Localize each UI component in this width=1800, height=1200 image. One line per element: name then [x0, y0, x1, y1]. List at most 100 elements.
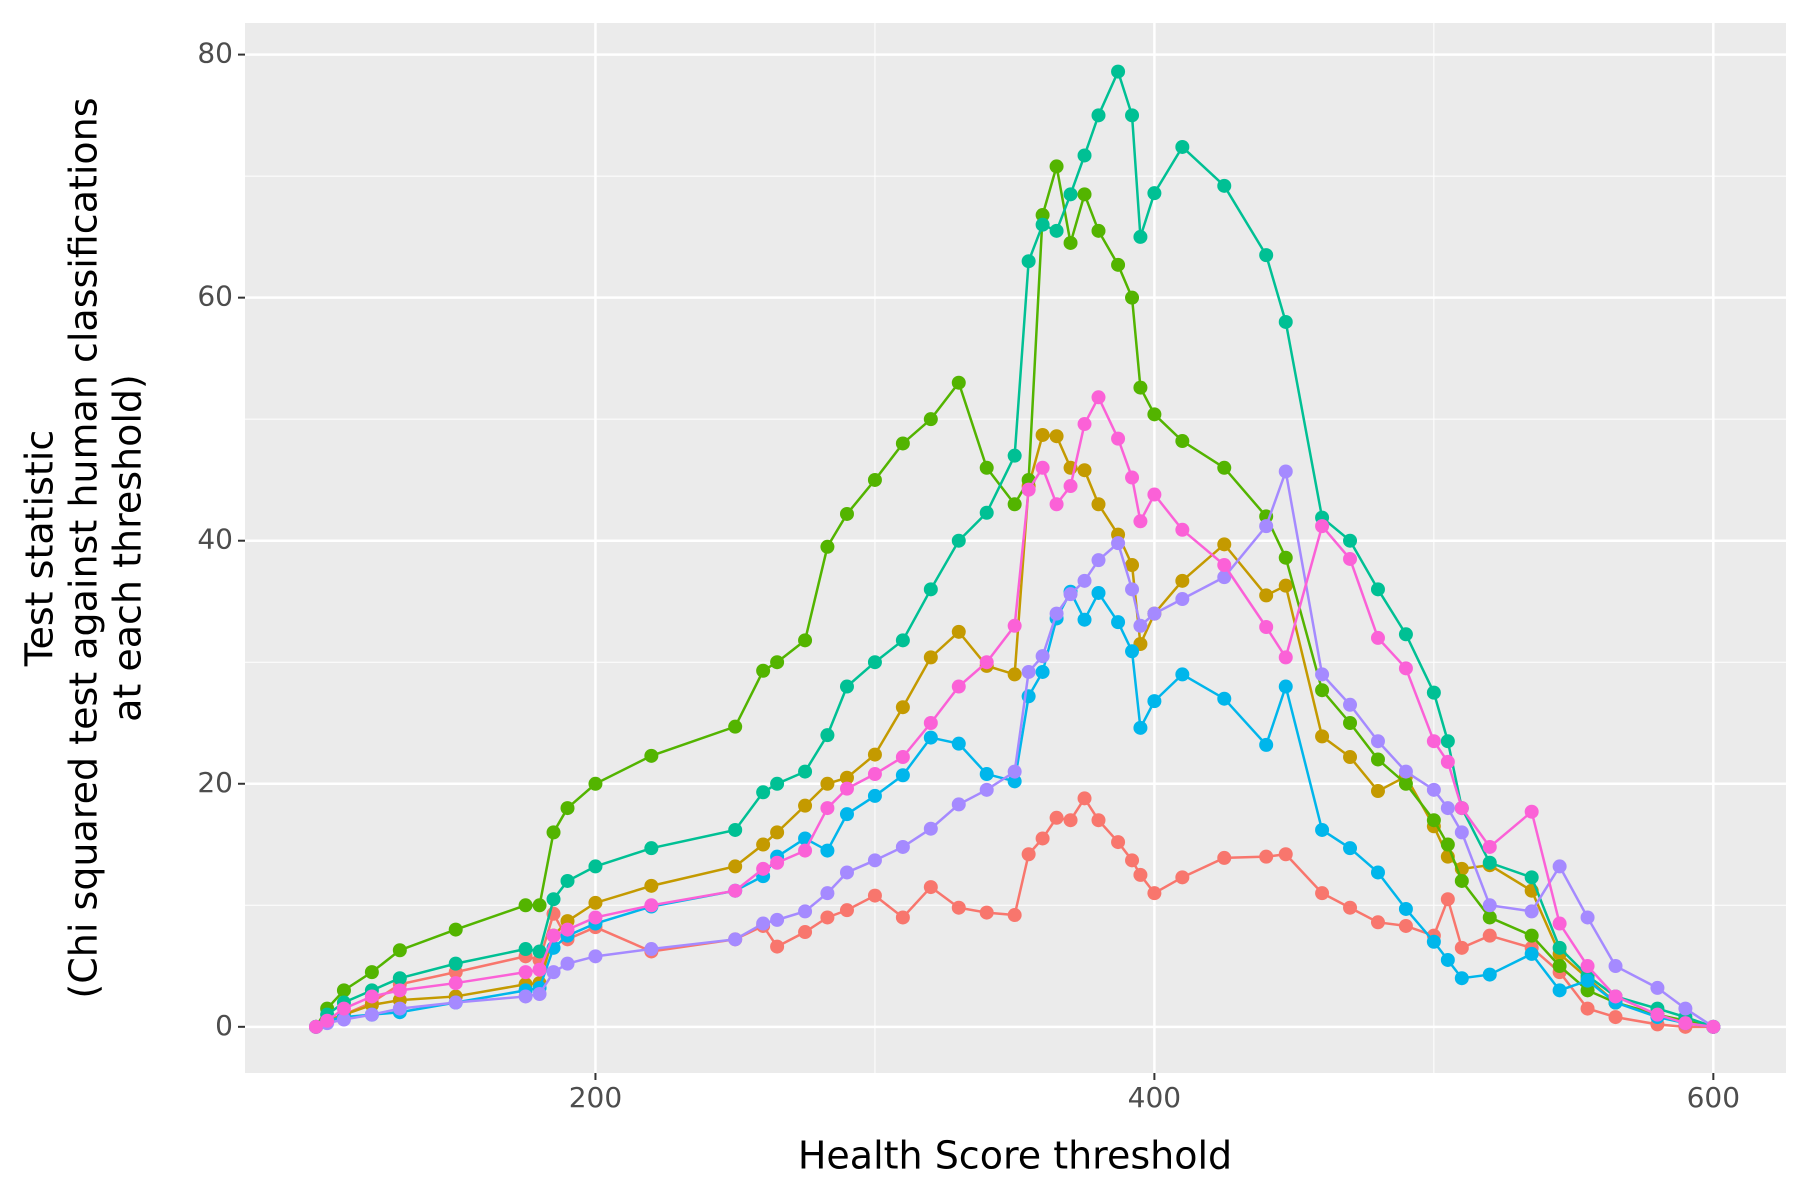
point [1007, 448, 1022, 463]
point [1049, 223, 1064, 238]
point [923, 716, 938, 730]
point [1007, 497, 1022, 512]
point [1315, 683, 1330, 698]
point [1315, 822, 1330, 837]
point [979, 782, 994, 797]
point [1650, 1007, 1665, 1022]
point [923, 880, 938, 895]
point [1007, 908, 1022, 923]
point [820, 843, 835, 858]
point [1035, 217, 1050, 232]
point [1091, 390, 1106, 405]
point [1398, 776, 1413, 791]
point [820, 776, 835, 791]
point [867, 767, 882, 782]
point [728, 719, 743, 734]
point [839, 903, 854, 918]
point [588, 949, 603, 964]
point [320, 1013, 335, 1028]
point [1552, 983, 1567, 998]
point [1217, 570, 1232, 585]
point [820, 728, 835, 743]
point [1021, 482, 1036, 497]
point [588, 776, 603, 791]
point [364, 989, 379, 1004]
point [1111, 536, 1126, 551]
point [1133, 720, 1148, 735]
point [798, 843, 813, 858]
point [1608, 989, 1623, 1004]
point [1021, 254, 1036, 269]
point [1524, 904, 1539, 919]
point [588, 895, 603, 910]
y-axis-title-line: at each threshold) [106, 374, 150, 722]
x-axis-title: Health Score threshold [798, 1134, 1232, 1178]
point [560, 956, 575, 971]
point [1125, 853, 1140, 868]
point [1278, 550, 1293, 565]
point [546, 892, 561, 907]
point [1217, 558, 1232, 573]
point [923, 650, 938, 665]
point [839, 506, 854, 521]
point [1398, 627, 1413, 642]
y-tick-label: 40 [197, 523, 233, 556]
point [1580, 1001, 1595, 1016]
point [1706, 1019, 1721, 1034]
point [867, 888, 882, 903]
point [1440, 734, 1455, 749]
point [951, 797, 966, 812]
point [979, 905, 994, 920]
point [1370, 784, 1385, 799]
point [1343, 551, 1358, 566]
point [1091, 585, 1106, 600]
point [1454, 801, 1469, 816]
point [1580, 973, 1595, 988]
point [1217, 850, 1232, 865]
point [1091, 553, 1106, 568]
point [1608, 959, 1623, 974]
point [728, 822, 743, 837]
point [1482, 967, 1497, 982]
point [1398, 764, 1413, 779]
point [1524, 804, 1539, 819]
point [1524, 946, 1539, 961]
point [1091, 223, 1106, 238]
point [392, 983, 407, 998]
point [1077, 463, 1092, 478]
point [1278, 847, 1293, 862]
point [1125, 470, 1140, 485]
point [1370, 752, 1385, 767]
point [1259, 849, 1274, 864]
point [1217, 460, 1232, 475]
y-tick-label: 80 [197, 37, 233, 70]
point [1426, 782, 1441, 797]
point [756, 663, 771, 678]
point [756, 861, 771, 876]
point [895, 633, 910, 648]
point [1007, 667, 1022, 682]
point [1426, 934, 1441, 949]
point [756, 837, 771, 852]
point [518, 965, 533, 980]
point [798, 764, 813, 779]
point [728, 883, 743, 898]
point [1133, 618, 1148, 633]
point [756, 916, 771, 931]
point [923, 582, 938, 597]
point [979, 655, 994, 670]
point [1343, 750, 1358, 765]
point [644, 841, 659, 856]
point [448, 922, 463, 937]
point [951, 736, 966, 751]
point [1175, 870, 1190, 885]
point [1091, 108, 1106, 123]
point [1259, 588, 1274, 603]
point [798, 798, 813, 813]
point [1343, 900, 1358, 915]
point [546, 965, 561, 980]
point [923, 821, 938, 836]
point [951, 900, 966, 915]
point [1398, 661, 1413, 676]
point [1125, 108, 1140, 123]
